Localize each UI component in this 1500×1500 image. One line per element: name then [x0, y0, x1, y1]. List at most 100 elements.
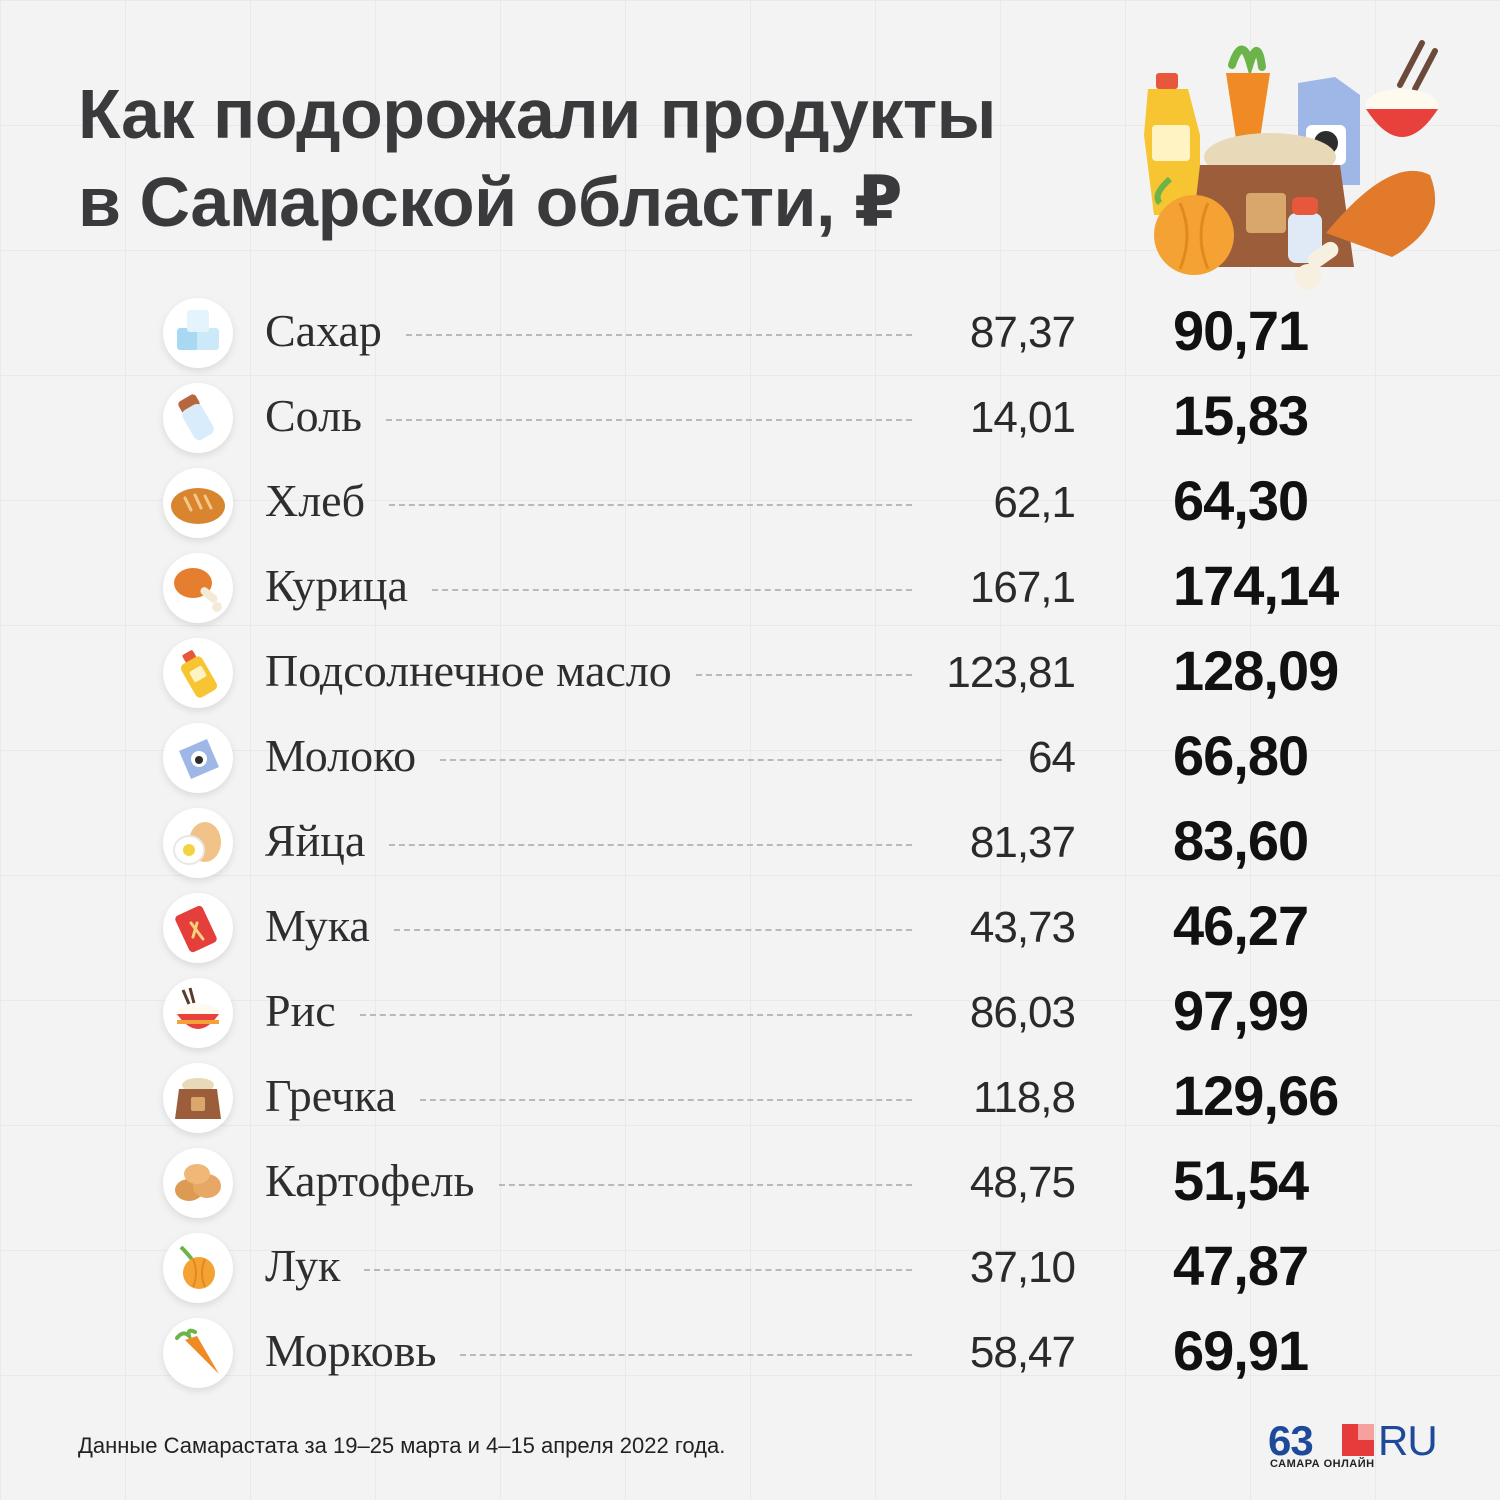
- flour-bag-icon: [175, 905, 217, 953]
- product-icon-circle: [163, 1148, 233, 1218]
- product-name: Рис: [265, 985, 336, 1036]
- product-icon-circle: [163, 723, 233, 793]
- old-price: 37,10: [969, 1243, 1076, 1292]
- dotted-leader: [460, 1354, 912, 1356]
- chicken-leg-icon: [174, 568, 222, 612]
- product-name: Хлеб: [265, 475, 365, 526]
- logo-subtitle: САМАРА ОНЛАЙН: [1270, 1458, 1375, 1470]
- dotted-leader: [386, 419, 912, 421]
- page-title: Как подорожали продукты в Самарской обла…: [78, 70, 996, 246]
- new-price: 90,71: [1173, 299, 1309, 362]
- product-name: Лук: [265, 1240, 341, 1291]
- old-price: 62,1: [993, 478, 1076, 527]
- product-icon-circle: [163, 383, 233, 453]
- table-row: Мука 43,73 46,27: [160, 888, 1380, 968]
- eggs-icon: [173, 822, 221, 865]
- logo-digits: 63: [1268, 1417, 1314, 1464]
- dotted-leader: [440, 759, 1002, 761]
- old-price: 58,47: [969, 1328, 1076, 1377]
- rice-bowl-icon: [177, 987, 219, 1029]
- product-icon-circle: [163, 808, 233, 878]
- table-row: Сахар 87,37 90,71: [160, 293, 1380, 373]
- logo-square-icon: [1342, 1424, 1374, 1456]
- dotted-leader: [406, 334, 912, 336]
- new-price: 69,91: [1173, 1319, 1309, 1382]
- product-icon-circle: [163, 978, 233, 1048]
- salt-shaker-icon: [178, 394, 214, 441]
- product-icon-circle: [163, 553, 233, 623]
- old-price: 118,8: [973, 1073, 1076, 1122]
- dotted-leader: [360, 1014, 912, 1016]
- product-name: Соль: [265, 390, 363, 441]
- new-price: 66,80: [1173, 724, 1309, 787]
- table-row: Картофель 48,75 51,54: [160, 1143, 1380, 1223]
- new-price: 129,66: [1173, 1064, 1339, 1127]
- buckwheat-sack-icon: [175, 1078, 221, 1119]
- product-name: Картофель: [265, 1155, 475, 1206]
- oil-bottle-icon: [180, 650, 218, 698]
- table-row: Морковь 58,47 69,91: [160, 1313, 1380, 1393]
- product-name: Курица: [265, 560, 408, 611]
- product-name: Яйца: [265, 815, 366, 866]
- table-row: Яйца 81,37 83,60: [160, 803, 1380, 883]
- old-price: 86,03: [969, 988, 1076, 1037]
- table-row: Лук 37,10 47,87: [160, 1228, 1380, 1308]
- new-price: 15,83: [1173, 384, 1309, 447]
- table-row: Гречка 118,8 129,66: [160, 1058, 1380, 1138]
- table-row: Соль 14,01 15,83: [160, 378, 1380, 458]
- product-icon-circle: [163, 468, 233, 538]
- new-price: 46,27: [1173, 894, 1309, 957]
- table-row: Подсолнечное масло 123,81 128,09: [160, 633, 1380, 713]
- product-icon-circle: [163, 1063, 233, 1133]
- groceries-illustration-icon: [1144, 40, 1438, 290]
- source-note: Данные Самарастата за 19–25 марта и 4–15…: [78, 1433, 726, 1458]
- table-row: Курица 167,1 174,14: [160, 548, 1380, 628]
- potatoes-icon: [175, 1164, 221, 1201]
- new-price: 47,87: [1173, 1234, 1309, 1297]
- product-name: Сахар: [265, 305, 382, 356]
- product-icon-circle: [163, 638, 233, 708]
- dotted-leader: [364, 1269, 912, 1271]
- old-price: 64: [1028, 733, 1076, 782]
- dotted-leader: [394, 929, 912, 931]
- new-price: 128,09: [1173, 639, 1339, 702]
- carrot-icon: [175, 1328, 219, 1374]
- old-price: 43,73: [969, 903, 1076, 952]
- product-name: Морковь: [265, 1325, 437, 1376]
- logo-suffix: RU: [1378, 1417, 1438, 1464]
- product-name: Мука: [265, 900, 370, 951]
- product-icon-circle: [163, 1233, 233, 1303]
- sugar-cubes-icon: [177, 310, 219, 350]
- old-price: 48,75: [969, 1158, 1076, 1207]
- new-price: 64,30: [1173, 469, 1309, 532]
- new-price: 51,54: [1173, 1149, 1309, 1212]
- title-line-2: в Самарской области, ₽: [78, 163, 903, 241]
- new-price: 174,14: [1173, 554, 1339, 617]
- new-price: 97,99: [1173, 979, 1309, 1042]
- product-name: Молоко: [265, 730, 417, 781]
- title-line-1: Как подорожали продукты: [78, 75, 996, 153]
- bread-icon: [171, 488, 225, 524]
- old-price: 87,37: [969, 308, 1076, 357]
- table-row: Рис 86,03 97,99: [160, 973, 1380, 1053]
- dotted-leader: [499, 1184, 912, 1186]
- dotted-leader: [696, 674, 912, 676]
- product-name: Подсолнечное масло: [265, 645, 672, 696]
- dotted-leader: [420, 1099, 912, 1101]
- table-row: Молоко 64 66,80: [160, 718, 1380, 798]
- new-price: 83,60: [1173, 809, 1309, 872]
- dotted-leader: [432, 589, 912, 591]
- old-price: 167,1: [969, 563, 1076, 612]
- milk-carton-icon: [179, 739, 219, 779]
- brand-logo: 63 RU САМАРА ОНЛАЙН: [1268, 1420, 1443, 1472]
- product-icon-circle: [163, 298, 233, 368]
- old-price: 14,01: [969, 393, 1076, 442]
- product-name: Гречка: [265, 1070, 397, 1121]
- product-icon-circle: [163, 893, 233, 963]
- product-icon-circle: [163, 1318, 233, 1388]
- dotted-leader: [389, 844, 912, 846]
- dotted-leader: [389, 504, 912, 506]
- onion-icon: [179, 1245, 215, 1289]
- old-price: 123,81: [946, 648, 1076, 697]
